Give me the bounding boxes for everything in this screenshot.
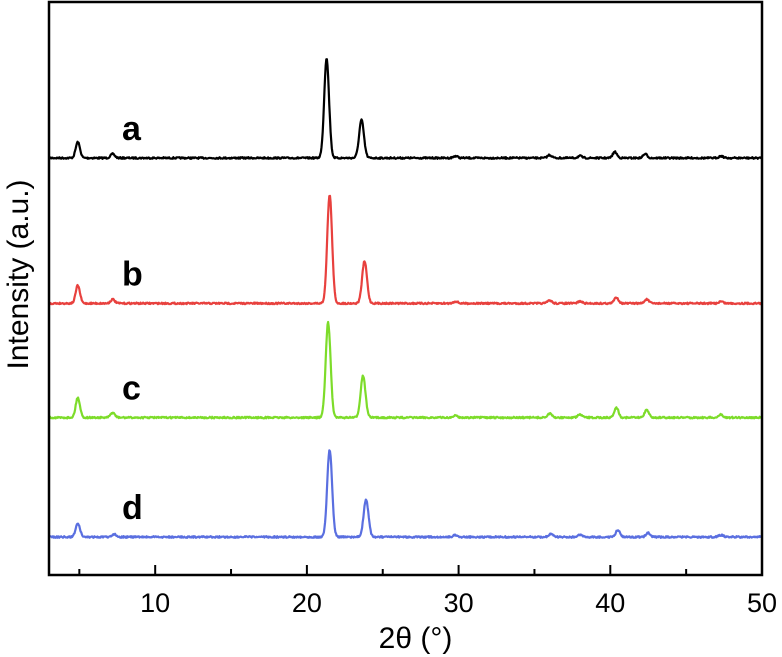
- series-labels: a b c d: [122, 110, 143, 527]
- series-line-d: [48, 449, 763, 539]
- x-tick-label: 30: [444, 588, 474, 618]
- axes-frame: [47, 0, 764, 577]
- x-axis-tick-labels: 10 20 30 40 50: [140, 588, 777, 618]
- series-line-a: [47, 58, 763, 160]
- x-tick-label: 50: [747, 588, 777, 618]
- series-line-c: [48, 320, 763, 420]
- x-tick-label: 20: [292, 588, 322, 618]
- x-tick-label: 40: [595, 588, 625, 618]
- x-axis-ticks: [78, 565, 763, 575]
- x-tick-label: 10: [140, 588, 170, 618]
- series-line-b: [48, 194, 763, 306]
- series-label-c: c: [122, 370, 141, 408]
- series-label-d: d: [122, 489, 143, 527]
- series-label-b: b: [122, 255, 143, 293]
- x-axis-title: 2θ (°): [379, 622, 453, 655]
- y-axis-title: Intensity (a.u.): [2, 179, 35, 369]
- plot-area: [47, 58, 763, 539]
- series-label-a: a: [122, 110, 142, 148]
